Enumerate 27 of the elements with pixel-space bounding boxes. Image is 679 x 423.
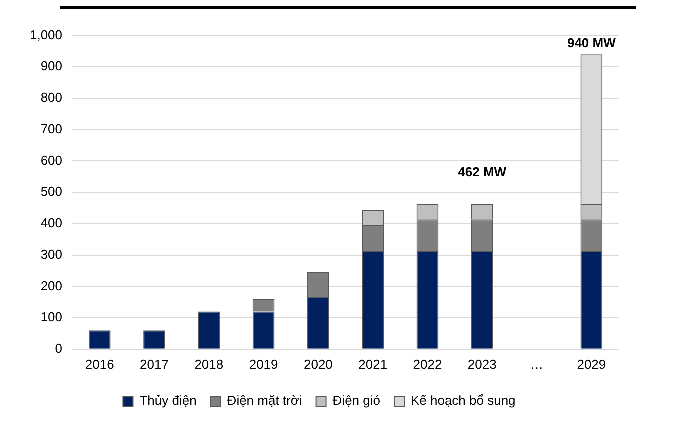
y-tick-label: 700 — [40, 121, 63, 136]
y-tick-label: 400 — [40, 216, 63, 231]
y-tick-label: 500 — [40, 184, 63, 200]
x-tick-label: 2019 — [249, 356, 278, 372]
y-tick-label: 800 — [40, 90, 63, 106]
y-tick-label: 900 — [40, 58, 63, 74]
y-tick-label: 100 — [40, 310, 63, 325]
y-tick-label: 600 — [40, 152, 63, 168]
legend-label: Thủy điện — [140, 393, 197, 408]
x-tick-label: 2016 — [85, 356, 114, 372]
x-tick-label: 2017 — [140, 356, 169, 372]
y-tick-label: 200 — [40, 278, 63, 294]
x-tick-label: 2023 — [468, 356, 497, 372]
legend-label: Điện gió — [332, 393, 380, 408]
x-tick-label: 2020 — [304, 356, 333, 372]
legend-label: Kế hoạch bổ sung — [410, 393, 516, 408]
x-tick-label: 2029 — [577, 356, 606, 372]
y-tick-label: 300 — [40, 246, 63, 262]
annotation: 462 MW — [458, 164, 508, 180]
x-tick-label: 2022 — [413, 356, 442, 372]
x-tick-label: 2021 — [358, 356, 388, 372]
y-tick-label: 0 — [55, 340, 63, 356]
x-tick-label: … — [530, 356, 544, 372]
annotation: 940 MW — [567, 36, 617, 51]
y-tick-label: 1,000 — [30, 27, 63, 42]
x-tick-label: 2018 — [194, 356, 224, 372]
legend-label: Điện mặt trời — [227, 393, 302, 408]
